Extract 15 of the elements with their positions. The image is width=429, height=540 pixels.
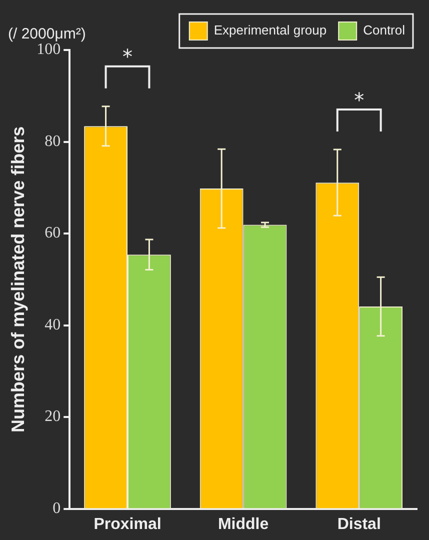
annotation: *: [354, 88, 364, 112]
x-tick-label: Proximal: [94, 516, 162, 533]
annotation: *: [122, 44, 132, 69]
y-tick-label: 80: [44, 132, 61, 150]
x-tick-label: Middle: [218, 516, 269, 533]
y-tick-label: 100: [36, 41, 61, 58]
legend-label: Experimental group: [214, 22, 327, 38]
y-axis-title: Numbers of myelinated nerve fibers: [8, 126, 28, 432]
x-tick-label: Distal: [337, 516, 381, 533]
y-tick-label: 20: [44, 408, 61, 426]
y-tick-label: 40: [44, 316, 61, 334]
legend-label: Control: [363, 22, 406, 38]
y-tick-label: 0: [52, 500, 61, 518]
y-tick-label: 60: [44, 224, 61, 242]
text: (/ 2000μm²): [8, 26, 86, 43]
